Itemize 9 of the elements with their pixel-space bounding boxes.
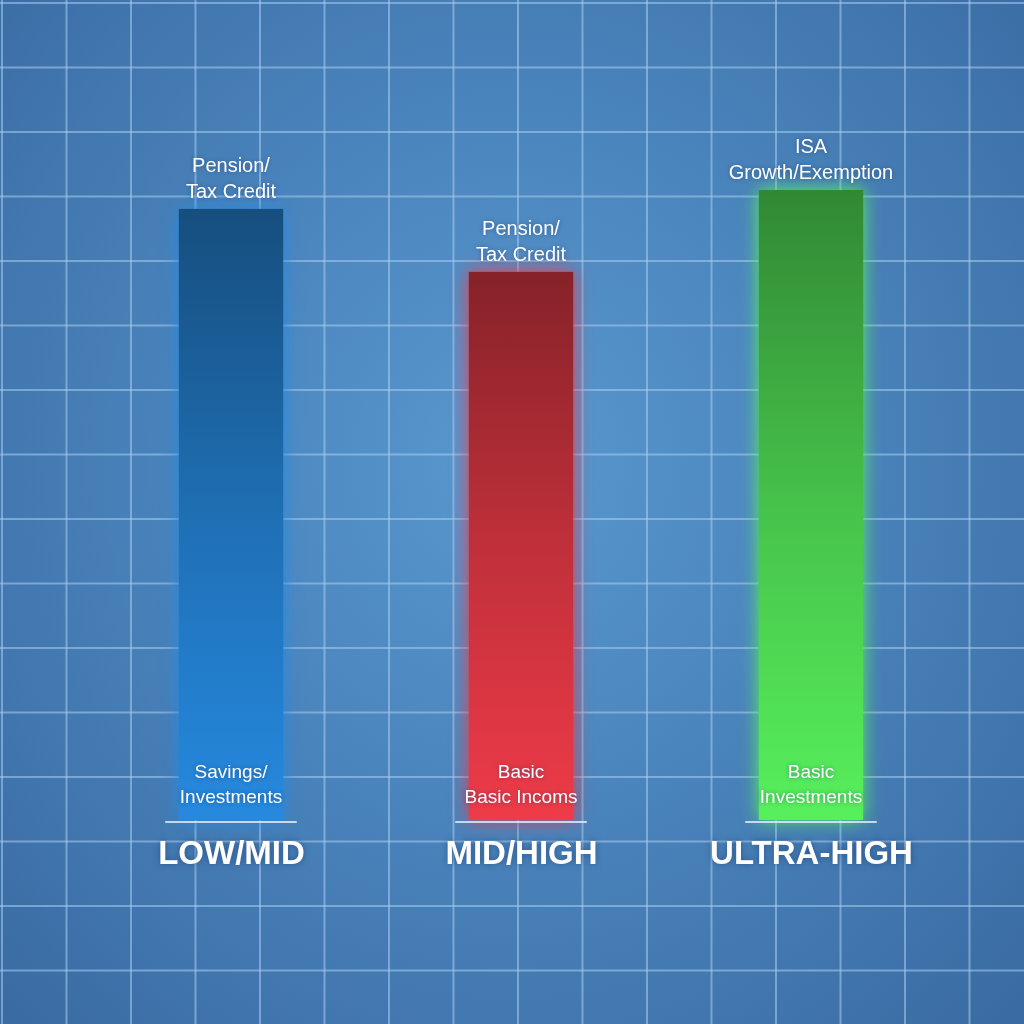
annotation: Basic Basic Incoms bbox=[464, 761, 578, 807]
annotation: Pension/ Tax Credit bbox=[185, 153, 277, 202]
annotation: Pension/ Tax Credit bbox=[475, 216, 567, 265]
annotation: ISA Growth/Exemption bbox=[728, 135, 894, 183]
x-tick-label: MID/HIGH bbox=[445, 834, 598, 872]
annotation: Savings/ Investments bbox=[179, 761, 283, 807]
x-tick-label: LOW/MID bbox=[158, 834, 305, 872]
x-tick-label: ULTRA-HIGH bbox=[710, 834, 913, 872]
annotation: Basic Investments bbox=[759, 761, 863, 807]
